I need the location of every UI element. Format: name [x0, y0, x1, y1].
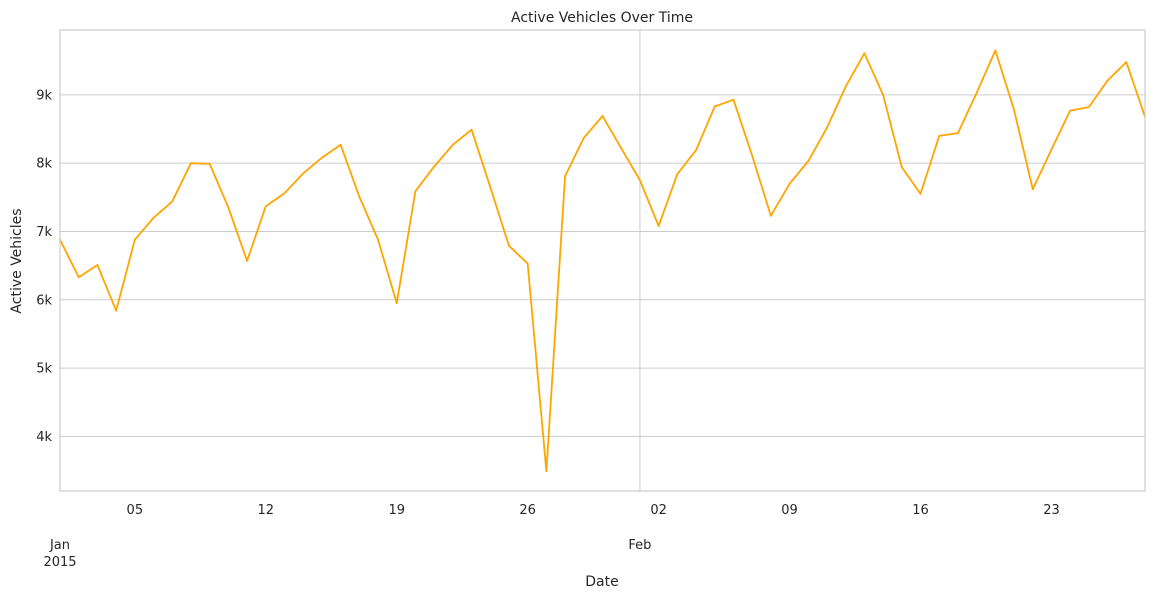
data-point — [564, 175, 566, 178]
x-tick-label: 19 — [388, 503, 405, 518]
data-point — [115, 309, 118, 312]
grid-lines — [60, 30, 1145, 491]
data-point — [451, 143, 454, 146]
data-point — [414, 190, 417, 193]
data-point — [152, 216, 155, 219]
data-point — [957, 132, 959, 135]
x-tick-label: 02 — [650, 503, 667, 518]
x-axis-ticks: 05 12 19 26 02 09 16 23 Jan 2015 Feb — [43, 503, 1059, 570]
x-tick-label: 12 — [258, 503, 275, 518]
data-point — [657, 225, 660, 227]
data-point — [582, 137, 585, 139]
data-point — [919, 193, 922, 195]
data-point — [695, 149, 697, 152]
y-tick-label: 5k — [36, 362, 52, 377]
y-tick-label: 6k — [36, 293, 52, 308]
data-point — [751, 154, 754, 157]
data-point — [377, 238, 379, 241]
data-point — [620, 147, 623, 150]
series-layer — [59, 49, 1146, 473]
data-point — [975, 91, 978, 94]
data-point — [676, 173, 679, 176]
data-point — [713, 105, 716, 108]
y-tick-label: 9k — [36, 88, 52, 103]
data-point — [489, 186, 492, 188]
y-axis-label: Active Vehicles — [9, 208, 25, 313]
data-point — [732, 98, 735, 101]
x-tick-label: 23 — [1043, 503, 1060, 518]
x-tick-label: 05 — [127, 503, 144, 518]
data-point — [1069, 109, 1072, 112]
data-point — [358, 195, 361, 198]
data-point — [639, 179, 641, 182]
data-point — [1013, 109, 1015, 111]
data-point — [283, 192, 286, 195]
x-tick-label: 16 — [912, 503, 929, 518]
data-point — [227, 206, 230, 209]
data-point — [339, 143, 342, 146]
data-point — [526, 262, 529, 265]
data-point — [844, 85, 847, 88]
data-point — [1050, 148, 1053, 151]
x-axis-label: Date — [585, 574, 618, 590]
y-axis-ticks: 4k 5k 6k 7k 8k 9k — [36, 88, 52, 444]
data-point — [264, 205, 267, 208]
x-tick-label: 09 — [781, 503, 798, 518]
data-point — [807, 160, 810, 163]
x-major-tick-label: Jan — [49, 538, 70, 553]
data-point — [96, 264, 99, 266]
data-point — [788, 182, 791, 185]
data-point — [470, 128, 473, 131]
data-point — [938, 134, 941, 137]
data-point — [863, 52, 866, 55]
data-point — [994, 49, 997, 52]
data-point — [433, 165, 436, 168]
series-line — [59, 49, 1146, 473]
data-point — [1125, 61, 1128, 63]
data-point — [208, 162, 211, 165]
data-point — [900, 166, 903, 169]
data-point — [769, 214, 772, 217]
y-tick-label: 4k — [36, 430, 52, 445]
plot-frame — [59, 29, 1146, 492]
data-point — [395, 302, 398, 305]
data-point — [882, 93, 885, 96]
y-tick-label: 7k — [36, 225, 52, 240]
data-point — [1031, 188, 1034, 191]
data-point — [1087, 106, 1090, 109]
data-point — [826, 126, 828, 129]
y-tick-label: 8k — [36, 157, 52, 172]
data-point — [1106, 79, 1109, 82]
data-point — [508, 244, 510, 247]
x-tick-label: 26 — [519, 503, 536, 518]
chart-title: Active Vehicles Over Time — [511, 10, 693, 26]
data-point — [77, 276, 80, 279]
x-major-tick-sublabel: 2015 — [43, 555, 76, 570]
data-point — [545, 470, 548, 473]
data-point — [246, 259, 248, 262]
data-point — [320, 156, 323, 159]
x-major-tick-label: Feb — [628, 538, 651, 553]
data-point — [171, 200, 174, 203]
data-point — [190, 162, 192, 165]
data-point — [601, 115, 604, 117]
data-point — [302, 172, 305, 175]
data-point — [133, 238, 136, 241]
